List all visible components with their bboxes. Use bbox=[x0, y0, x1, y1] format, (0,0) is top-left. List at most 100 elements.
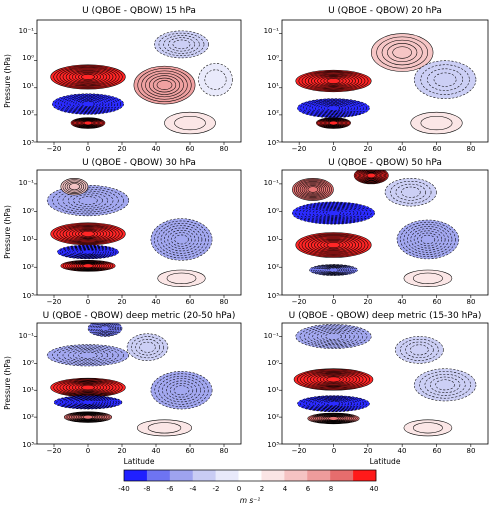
contour-line bbox=[306, 397, 361, 411]
contour-line bbox=[57, 95, 119, 114]
contour-line bbox=[353, 170, 389, 185]
panel-title: U (QBOE - QBOW) deep metric (15-30 hPa) bbox=[289, 311, 482, 321]
x-tick-label: 60 bbox=[186, 145, 195, 153]
anomaly-fill bbox=[414, 368, 476, 401]
contour-line bbox=[60, 178, 89, 196]
contour-line bbox=[46, 344, 130, 367]
colorbar-swatch bbox=[330, 470, 354, 481]
contour-line bbox=[309, 205, 358, 221]
contour-line bbox=[78, 399, 98, 406]
contour-line bbox=[317, 103, 350, 113]
y-tick-label: 10² bbox=[267, 109, 279, 117]
contour-line bbox=[81, 73, 95, 80]
contour-line bbox=[307, 186, 319, 193]
colorbar-swatch bbox=[215, 470, 239, 481]
contour-line bbox=[364, 171, 379, 180]
contour-line bbox=[68, 227, 108, 241]
contour-line bbox=[315, 207, 352, 219]
positive-anomaly bbox=[307, 412, 360, 425]
positive-anomaly bbox=[353, 170, 389, 185]
contour-line bbox=[59, 245, 117, 259]
contour-line bbox=[173, 385, 190, 396]
negative-anomaly bbox=[413, 60, 477, 99]
y-tick-label: 10¹ bbox=[267, 386, 279, 394]
contour-line bbox=[310, 264, 357, 276]
contour-line bbox=[429, 376, 461, 393]
contour-line bbox=[82, 120, 94, 126]
contour-line bbox=[314, 102, 353, 114]
contour-line bbox=[304, 72, 363, 90]
y-tick-label: 10⁰ bbox=[22, 54, 34, 62]
contour-line bbox=[72, 98, 104, 110]
contour-line bbox=[76, 413, 100, 421]
x-tick-label: 40 bbox=[152, 298, 161, 306]
colorbar-tick-label: 8 bbox=[329, 485, 333, 493]
negative-anomaly bbox=[395, 336, 444, 364]
positive-anomaly bbox=[133, 65, 196, 105]
contour-line bbox=[73, 194, 103, 207]
positive-anomaly bbox=[295, 69, 372, 93]
negative-anomaly bbox=[46, 185, 130, 217]
contour-line bbox=[325, 333, 342, 340]
x-tick-label: 60 bbox=[186, 298, 195, 306]
contour-line bbox=[410, 228, 446, 251]
colorbar-tick-label: 40 bbox=[370, 485, 379, 493]
anomaly-fill bbox=[47, 344, 129, 367]
contour-line bbox=[81, 249, 95, 255]
y-tick-labels: 10⁻¹ 10⁰ 10¹ 10² 10³ bbox=[19, 27, 35, 147]
contour-line bbox=[323, 266, 344, 274]
contour-line bbox=[323, 375, 344, 384]
contour-line bbox=[67, 349, 109, 362]
y-tick-label: 10² bbox=[22, 263, 34, 271]
contour-line bbox=[309, 413, 358, 424]
anomaly-fill bbox=[295, 324, 372, 349]
contour-line bbox=[70, 117, 106, 129]
axis-ticks bbox=[279, 33, 472, 145]
contour-line bbox=[306, 371, 361, 388]
negative-anomaly bbox=[198, 63, 233, 97]
contour-line bbox=[50, 64, 126, 90]
contour-line bbox=[78, 351, 98, 359]
contour-line bbox=[301, 183, 325, 196]
contour-line bbox=[356, 170, 387, 183]
plot-frame bbox=[281, 169, 489, 296]
contour-line bbox=[73, 398, 103, 407]
contour-line bbox=[326, 105, 341, 111]
panel-title: U (QBOE - QBOW) 15 hPa bbox=[82, 6, 196, 16]
positive-anomaly bbox=[370, 33, 434, 72]
contour-line bbox=[295, 324, 372, 349]
contour-line bbox=[322, 209, 345, 217]
colorbar-tick-label: -6 bbox=[167, 485, 175, 493]
positive-anomaly bbox=[403, 419, 453, 437]
contour-line bbox=[166, 272, 197, 284]
contour-line bbox=[133, 65, 196, 105]
contour-line bbox=[59, 379, 117, 396]
anomaly-fill bbox=[50, 64, 126, 90]
positive-anomaly bbox=[157, 269, 206, 287]
contour-line bbox=[63, 411, 113, 423]
contour-line bbox=[82, 263, 94, 269]
positive-anomaly bbox=[50, 222, 126, 246]
y-tick-label: 10⁻¹ bbox=[19, 179, 35, 187]
contour-line bbox=[312, 264, 355, 276]
contour-line bbox=[92, 323, 118, 335]
x-tick-label: 0 bbox=[86, 298, 90, 306]
contour-line bbox=[357, 170, 385, 183]
contour-line bbox=[420, 64, 470, 95]
contour-line bbox=[81, 231, 95, 237]
contour-line bbox=[67, 246, 109, 258]
contour-line bbox=[100, 325, 110, 332]
contour-line bbox=[157, 269, 206, 287]
contour-line bbox=[98, 324, 112, 332]
contour-line bbox=[319, 118, 348, 128]
contour-line bbox=[312, 101, 355, 115]
x-tick-label: 0 bbox=[332, 298, 336, 306]
y-tick-label: 10³ bbox=[22, 441, 34, 449]
contour-line bbox=[311, 74, 356, 88]
contour-line bbox=[56, 395, 120, 409]
x-tick-label: 0 bbox=[86, 145, 90, 153]
contour-line bbox=[300, 370, 367, 389]
contour-layer bbox=[50, 30, 233, 135]
contour-line bbox=[164, 227, 199, 252]
x-tick-label: −20 bbox=[47, 447, 62, 455]
